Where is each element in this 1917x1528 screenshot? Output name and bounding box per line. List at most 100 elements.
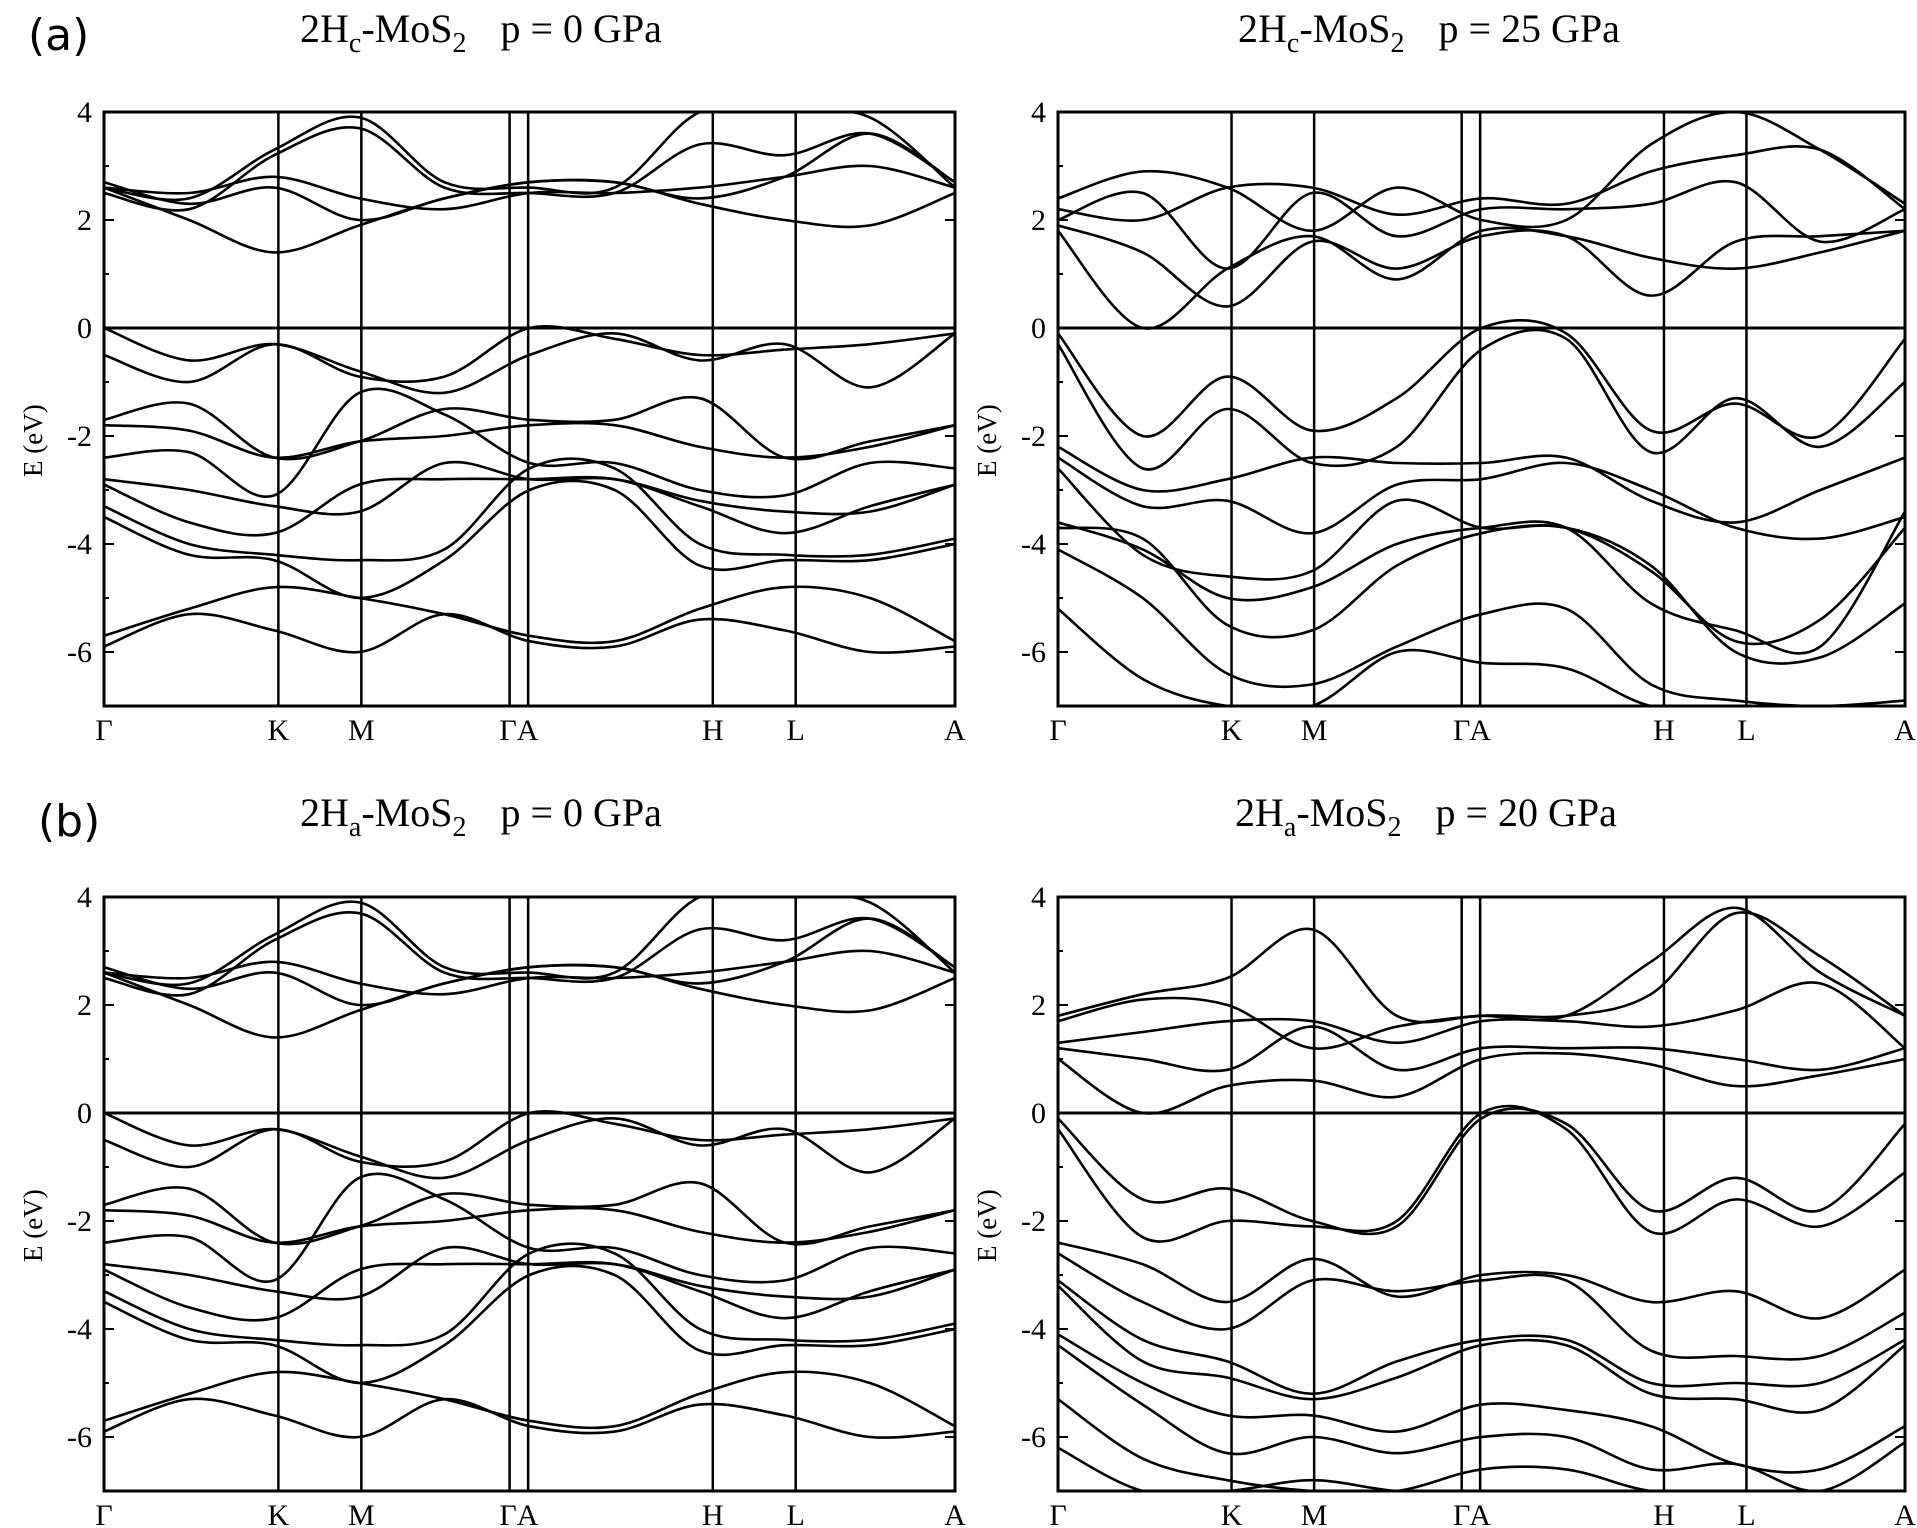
band-line xyxy=(1058,1107,1905,1236)
panel-tag-a: (a) xyxy=(28,10,89,61)
band-line xyxy=(104,125,955,212)
plot-frame xyxy=(1056,110,1907,708)
band-line xyxy=(1058,467,1905,646)
band-line xyxy=(1058,1279,1905,1396)
band-line xyxy=(104,395,955,461)
band-line xyxy=(1058,1252,1905,1361)
k-point-label: Γ xyxy=(1049,714,1066,747)
band-line xyxy=(104,1172,955,1284)
k-point-label: K xyxy=(268,714,290,747)
k-point-label: H xyxy=(1653,1499,1675,1528)
k-point-label: K xyxy=(1221,1499,1243,1528)
k-point-label: A xyxy=(1894,1499,1916,1528)
band-line xyxy=(104,460,955,516)
band-line xyxy=(104,612,955,654)
k-point-label: L xyxy=(787,1499,805,1528)
band-line xyxy=(104,1109,955,1169)
y-tick-label: 2 xyxy=(1031,204,1046,237)
band-line xyxy=(1058,906,1905,1024)
band-line xyxy=(1058,548,1905,706)
k-point-label: M xyxy=(348,1499,375,1528)
band-line xyxy=(104,324,955,384)
band-line xyxy=(104,1245,955,1301)
band-line xyxy=(1058,607,1905,706)
band-line xyxy=(1058,1344,1905,1491)
band-line xyxy=(1058,510,1905,655)
y-axis-label: E (eV) xyxy=(972,1189,1002,1262)
k-point-label: K xyxy=(268,1499,290,1528)
band-line xyxy=(104,326,955,395)
band-line xyxy=(104,421,955,459)
k-point-label: Γ xyxy=(1453,714,1470,747)
y-axis-label: E (eV) xyxy=(972,404,1002,477)
band-line xyxy=(1058,224,1905,308)
y-tick-label: 2 xyxy=(77,989,92,1022)
band-line xyxy=(104,1260,955,1322)
k-point-label: Γ xyxy=(95,1499,112,1528)
y-axis-label: E (eV) xyxy=(18,404,48,477)
y-tick-label: 4 xyxy=(1031,881,1046,914)
k-point-label: A xyxy=(1894,714,1916,747)
band-line xyxy=(104,457,955,562)
band-line xyxy=(1058,445,1905,524)
y-tick-label: -2 xyxy=(67,1205,92,1238)
plot-frame xyxy=(102,895,957,1493)
y-tick-label: -2 xyxy=(1021,1205,1046,1238)
k-point-label: L xyxy=(787,714,805,747)
band-line xyxy=(1058,1025,1905,1073)
k-point-label: Γ xyxy=(1453,1499,1470,1528)
band-line xyxy=(104,585,955,645)
bands xyxy=(104,112,955,654)
band-line xyxy=(1058,145,1905,222)
band-line xyxy=(104,479,955,600)
bands xyxy=(1058,112,1905,706)
y-tick-label: -4 xyxy=(1021,1313,1046,1346)
k-point-label: A xyxy=(944,1499,966,1528)
y-tick-label: -2 xyxy=(1021,420,1046,453)
band-line xyxy=(104,963,955,1039)
band-line xyxy=(1058,318,1905,439)
y-tick-label: -6 xyxy=(1021,636,1046,669)
band-panel-3: 2Ha-MoS2 p = 0 GPa E (eV) 4 2 0 -2 -4 -6 Γ K M ΓA H L A xyxy=(18,790,966,1528)
band-line xyxy=(104,178,955,254)
k-point-label: Γ xyxy=(95,714,112,747)
k-point-label: M xyxy=(348,714,375,747)
plot-frame xyxy=(1056,895,1907,1493)
bands xyxy=(104,897,955,1439)
y-tick-label: 2 xyxy=(77,204,92,237)
k-point-label: L xyxy=(1737,714,1755,747)
band-line xyxy=(1058,981,1905,1050)
band-line xyxy=(104,475,955,537)
band-line xyxy=(104,132,955,222)
band-line xyxy=(104,910,955,997)
panel-title: 2Hc-MoS2 p = 25 GPa xyxy=(1238,6,1620,59)
y-tick-label: 4 xyxy=(1031,96,1046,129)
band-line xyxy=(1058,524,1905,665)
band-line xyxy=(1058,179,1905,270)
panel-title: 2Hc-MoS2 p = 0 GPa xyxy=(300,6,662,59)
band-line xyxy=(1058,1104,1905,1243)
y-tick-label: 4 xyxy=(77,96,92,129)
y-tick-label: -6 xyxy=(1021,1421,1046,1454)
y-tick-label: 4 xyxy=(77,881,92,914)
band-line xyxy=(1058,1241,1905,1320)
band-line xyxy=(104,1242,955,1347)
y-tick-label: -6 xyxy=(67,1421,92,1454)
y-tick-label: -2 xyxy=(67,420,92,453)
band-line xyxy=(104,387,955,499)
band-panel-1: 2Hc-MoS2 p = 0 GPa E (eV) 4 2 0 -2 -4 -6 Γ K M ΓA H L A xyxy=(18,6,966,747)
k-point-label: H xyxy=(702,714,724,747)
k-point-label: H xyxy=(1653,714,1675,747)
k-point-label: M xyxy=(1301,714,1328,747)
band-line xyxy=(1058,1333,1905,1474)
y-tick-label: -6 xyxy=(67,636,92,669)
band-line xyxy=(104,917,955,1007)
band-line xyxy=(104,1206,955,1244)
band-line xyxy=(104,1397,955,1439)
y-tick-label: -4 xyxy=(1021,528,1046,561)
k-point-label: A xyxy=(944,714,966,747)
band-line xyxy=(1058,456,1905,541)
y-tick-label: -4 xyxy=(67,528,92,561)
